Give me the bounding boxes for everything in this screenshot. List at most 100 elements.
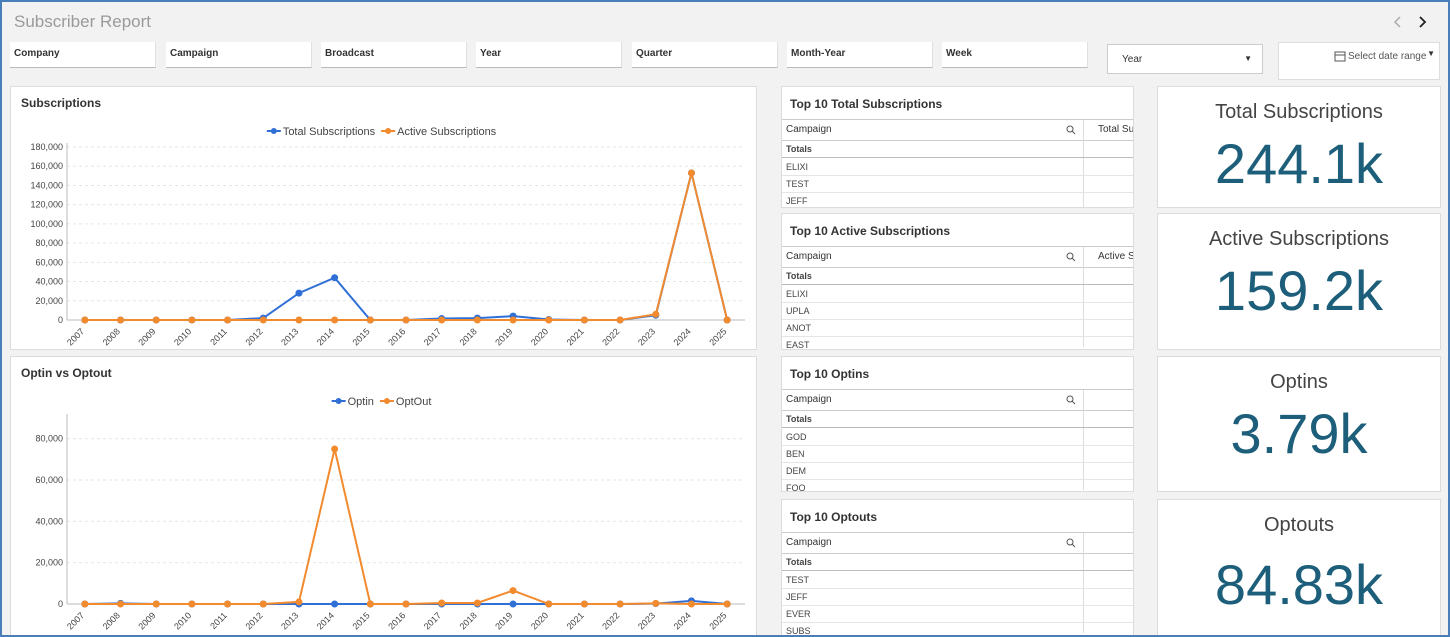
- point: [509, 600, 517, 608]
- chart-panel: Subscriptions 0 20,000 40,000 60,000 80,000 10…: [10, 86, 757, 350]
- table-row: ANOT: [782, 320, 1133, 337]
- filter-box[interactable]: Quarter: [632, 42, 778, 68]
- column-header: Campaign: [786, 251, 832, 262]
- search-icon[interactable]: [1066, 395, 1076, 405]
- point: [117, 600, 125, 608]
- y-tick-label: 160,000: [30, 161, 63, 171]
- kpi-label: Optouts: [1263, 514, 1335, 536]
- y-tick-label: 40,000: [35, 277, 63, 287]
- x-tick-label: 2015: [350, 610, 371, 631]
- x-tick-label: 2022: [600, 610, 621, 631]
- search-glyph: [1066, 252, 1074, 260]
- point: [473, 316, 481, 324]
- table-row: TEST: [782, 572, 1133, 589]
- kpi-value: 244.1k: [1214, 132, 1384, 195]
- y-tick-label: 0: [58, 315, 63, 325]
- x-tick-label: 2009: [136, 326, 157, 347]
- column-header: Active Sub: [1098, 251, 1133, 262]
- nav-arrows[interactable]: [1392, 14, 1432, 30]
- search-glyph: [1071, 257, 1076, 262]
- x-tick-label: 2014: [315, 326, 336, 347]
- legend: Optin OptOut: [331, 396, 431, 408]
- legend-item: Total Subscriptions: [266, 126, 376, 138]
- search-icon[interactable]: [1066, 252, 1076, 262]
- filter-box[interactable]: Broadcast: [321, 42, 467, 68]
- filter-box[interactable]: Week: [942, 42, 1088, 68]
- x-tick-label: 2012: [243, 610, 264, 631]
- point: [188, 600, 196, 608]
- point: [224, 316, 232, 324]
- x-tick-label: 2010: [172, 326, 193, 347]
- x-tick-label: 2023: [636, 610, 657, 631]
- table-title: Top 10 Total Subscriptions: [790, 97, 943, 111]
- series-line: [84, 448, 728, 605]
- y-tick-label: 100,000: [30, 219, 63, 229]
- point: [259, 316, 267, 324]
- search-icon[interactable]: [1066, 538, 1076, 548]
- table-row: DEM: [782, 463, 1133, 480]
- kpi-value: 3.79k: [1230, 402, 1368, 465]
- point: [152, 316, 160, 324]
- x-tick-label: 2025: [707, 326, 728, 347]
- date-range[interactable]: Select date range ▼: [1278, 42, 1440, 80]
- filter-box[interactable]: Company: [10, 42, 156, 68]
- point: [652, 310, 660, 318]
- column-header: Total Sub: [1098, 124, 1134, 135]
- search-icon[interactable]: [1066, 125, 1076, 135]
- search-glyph: [1066, 538, 1074, 546]
- x-tick-label: 2012: [243, 326, 264, 347]
- y-tick-label: 80,000: [35, 434, 63, 444]
- point: [545, 316, 553, 324]
- column-header: Campaign: [786, 537, 832, 548]
- point: [331, 274, 339, 282]
- table-row: UPLA: [782, 303, 1133, 320]
- table-title: Top 10 Optouts: [790, 510, 878, 524]
- legend-swatch-dot: [270, 128, 277, 134]
- x-tick-label: 2011: [208, 610, 229, 631]
- chart: Optin vs Optout 0 20,000 40,000 60,000 80,000…: [21, 366, 745, 632]
- kpi-card: Active Subscriptions 159.2k: [1157, 213, 1441, 350]
- table-row: EAST: [782, 337, 1133, 349]
- kpi-label: Optins: [1270, 371, 1328, 393]
- chart-title: Optin vs Optout: [21, 366, 112, 380]
- table-header: Campaign Total Sub: [782, 119, 1134, 207]
- period-select[interactable]: Year ▼: [1107, 44, 1263, 74]
- column-header: Campaign: [786, 394, 832, 405]
- chart: Subscriptions 0 20,000 40,000 60,000 80,000 10…: [21, 96, 745, 348]
- kpi-card: Optouts 84.83k: [1157, 499, 1441, 635]
- filter-box[interactable]: Year: [476, 42, 622, 68]
- x-tick-label: 2019: [493, 326, 514, 347]
- y-tick-label: 20,000: [35, 558, 63, 568]
- legend-item: Active Subscriptions: [381, 126, 497, 138]
- table-row: BEN: [782, 446, 1133, 463]
- y-tick-label: 60,000: [35, 257, 63, 267]
- point: [259, 600, 267, 608]
- x-tick-label: 2021: [565, 610, 586, 631]
- table-header: Campaign: [782, 389, 1133, 490]
- point: [545, 600, 553, 608]
- x-tick-label: 2010: [172, 610, 193, 631]
- x-tick-label: 2013: [279, 610, 300, 631]
- filter-box[interactable]: Campaign: [166, 42, 312, 68]
- table-header: Campaign Active Sub: [782, 246, 1133, 347]
- x-tick-label: 2025: [707, 610, 728, 631]
- date-range-text: Select date range: [1348, 51, 1427, 62]
- series-line: [84, 172, 729, 321]
- search-glyph: [1071, 130, 1076, 135]
- legend-label: Active Subscriptions: [397, 126, 497, 138]
- point: [616, 600, 624, 608]
- point: [687, 169, 695, 177]
- dropdown-icon: ▼: [1244, 54, 1252, 63]
- table-row: FOO: [782, 480, 1133, 491]
- y-tick-label: 40,000: [35, 516, 63, 526]
- table-title: Top 10 Optins: [790, 367, 870, 381]
- point: [117, 316, 125, 324]
- x-tick-label: 2020: [529, 326, 550, 347]
- x-tick-label: 2020: [529, 610, 550, 631]
- kpi-card: Total Subscriptions 244.1k: [1157, 86, 1441, 208]
- point: [616, 316, 624, 324]
- filter-box[interactable]: Month-Year: [787, 42, 933, 68]
- table-row: JEFF: [782, 193, 1133, 207]
- totals-row: Totals: [782, 141, 1133, 158]
- x-tick-label: 2023: [636, 326, 657, 347]
